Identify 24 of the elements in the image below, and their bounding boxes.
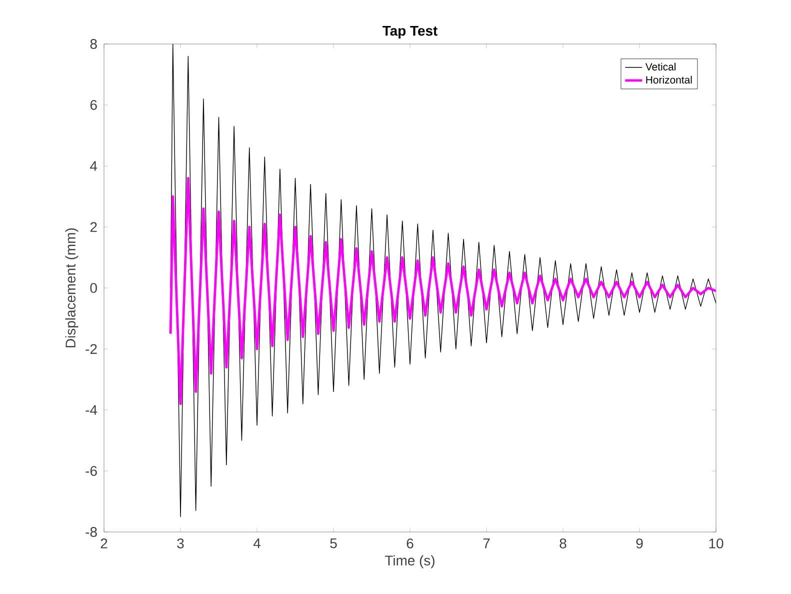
x-tick-label: 10 (709, 538, 724, 548)
x-tick-label: 6 (406, 538, 414, 548)
x-tick-label: 3 (177, 538, 184, 548)
x-tick-label: 9 (636, 538, 643, 548)
line-series (169, 176, 716, 406)
legend-label: Vetical (645, 62, 676, 71)
y-tick-label: -2 (86, 344, 97, 354)
y-tick-label: -4 (86, 405, 98, 415)
x-tick-label: 4 (253, 538, 260, 548)
x-tick-label: 8 (560, 538, 566, 548)
x-tick-label: 5 (330, 538, 337, 548)
y-tick-label: 2 (90, 222, 97, 232)
y-tick-label: 6 (90, 100, 97, 110)
chart-title: Tap Test (382, 26, 438, 38)
y-axis-title: Displacement (mm) (65, 228, 78, 348)
y-tick-label: -8 (86, 527, 97, 537)
y-tick-label: -6 (86, 466, 97, 476)
y-tick-label: 0 (90, 283, 97, 293)
y-tick-label: 4 (90, 161, 98, 171)
x-tick-label: 2 (100, 538, 108, 548)
x-axis-title: Time (s) (385, 555, 434, 568)
legend-label: Horizontal (646, 76, 692, 84)
x-tick-label: 7 (483, 538, 490, 548)
y-tick-label: 8 (90, 39, 97, 49)
